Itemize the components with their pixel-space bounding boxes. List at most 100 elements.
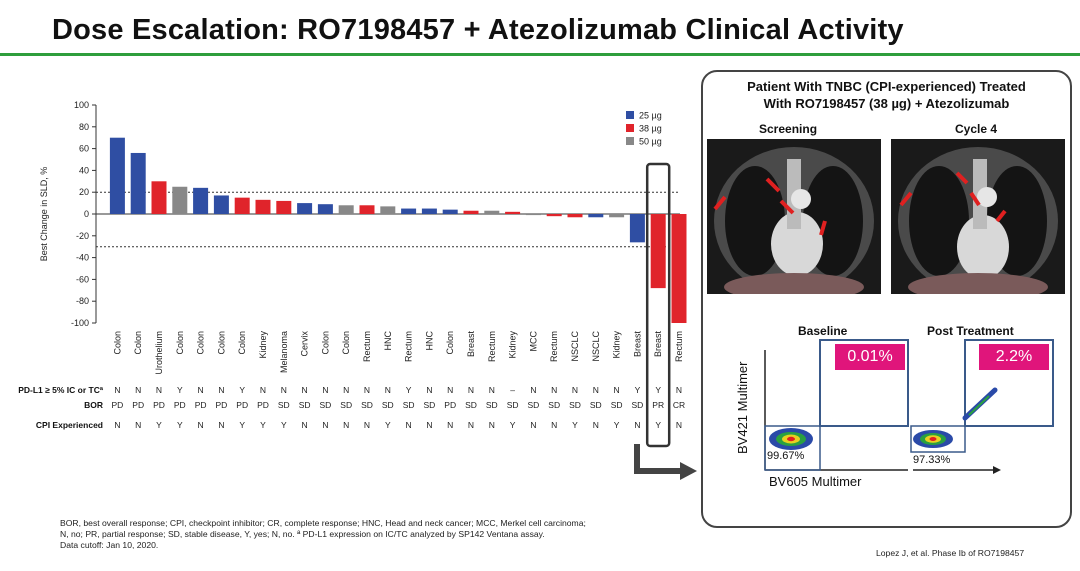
- cpi-row-cell: N: [551, 420, 557, 430]
- pdl1-row-cell: N: [135, 385, 141, 395]
- cpi-row-cell: N: [343, 420, 349, 430]
- cpi-row-cell: N: [135, 420, 141, 430]
- pdl1-row-cell: N: [426, 385, 432, 395]
- pdl1-row-cell: N: [489, 385, 495, 395]
- x-category-label: Colon: [175, 331, 185, 355]
- x-category-label: Rectum: [362, 331, 372, 362]
- y-tick-label: 0: [84, 209, 89, 219]
- x-category-label: Colon: [196, 331, 206, 355]
- x-category-label: Cervix: [300, 331, 310, 357]
- cpi-row-label: CPI Experienced: [36, 420, 103, 430]
- pdl1-row-cell: N: [593, 385, 599, 395]
- patient-case-panel: Patient With TNBC (CPI-experienced) Trea…: [701, 70, 1072, 528]
- cpi-row-cell: N: [322, 420, 328, 430]
- x-category-label: NSCLC: [591, 331, 601, 362]
- x-category-label: Colon: [237, 331, 247, 355]
- y-tick-label: 40: [79, 165, 89, 175]
- y-tick-label: -40: [76, 253, 89, 263]
- panel-title: Patient With TNBC (CPI-experienced) Trea…: [703, 78, 1070, 112]
- x-category-label: NSCLC: [570, 331, 580, 362]
- bar: [629, 214, 645, 243]
- bor-row-cell: PD: [153, 400, 165, 410]
- bor-row-cell: SD: [423, 400, 435, 410]
- legend-label: 25 µg: [639, 111, 662, 121]
- x-category-label: Breast: [632, 331, 642, 358]
- bor-row-cell: SD: [278, 400, 290, 410]
- baseline-low-percentage: 99.67%: [767, 450, 805, 462]
- pdl1-row-cell: Y: [406, 385, 412, 395]
- y-tick-label: -20: [76, 231, 89, 241]
- bar: [255, 199, 271, 214]
- bar: [609, 214, 625, 218]
- bar: [442, 209, 458, 214]
- bor-row-cell: PR: [652, 400, 664, 410]
- footnote: BOR, best overall response; CPI, checkpo…: [60, 518, 680, 551]
- x-category-label: Colon: [341, 331, 351, 355]
- y-tick-label: 80: [79, 122, 89, 132]
- bor-row-cell: PD: [236, 400, 248, 410]
- bor-row-cell: CR: [673, 400, 685, 410]
- bor-row-cell: SD: [631, 400, 643, 410]
- pdl1-row-cell: N: [343, 385, 349, 395]
- panel-title-line-2: With RO7198457 (38 µg) + Atezolizumab: [763, 96, 1010, 111]
- bor-row-cell: SD: [611, 400, 623, 410]
- x-category-label: Rectum: [674, 331, 684, 362]
- footnote-line-1: BOR, best overall response; CPI, checkpo…: [60, 518, 586, 528]
- bor-row-label: BOR: [84, 400, 103, 410]
- y-tick-label: 60: [79, 144, 89, 154]
- pdl1-row-cell: –: [510, 385, 515, 395]
- bar: [401, 208, 417, 214]
- bor-row-cell: SD: [590, 400, 602, 410]
- pdl1-row-cell: N: [530, 385, 536, 395]
- cpi-row-cell: Y: [510, 420, 516, 430]
- x-category-label: Rectum: [487, 331, 497, 362]
- pdl1-row-cell: N: [114, 385, 120, 395]
- bor-row-cell: PD: [215, 400, 227, 410]
- footnote-line-2: N, no; PR, partial response; SD, stable …: [60, 529, 545, 539]
- footnote-line-3: Data cutoff: Jan 10, 2020.: [60, 540, 159, 550]
- legend-swatch: [626, 124, 634, 132]
- bor-row-cell: PD: [132, 400, 144, 410]
- bor-row-cell: PD: [195, 400, 207, 410]
- bor-row-cell: SD: [361, 400, 373, 410]
- cpi-row-cell: N: [198, 420, 204, 430]
- bar: [650, 214, 666, 289]
- bar: [297, 203, 313, 214]
- pdl1-row-cell: N: [364, 385, 370, 395]
- bar: [193, 187, 209, 214]
- legend-label: 38 µg: [639, 124, 662, 134]
- bar: [525, 214, 541, 216]
- pdl1-row-cell: N: [198, 385, 204, 395]
- x-category-label: Colon: [133, 331, 143, 355]
- cpi-row-cell: Y: [260, 420, 266, 430]
- cpi-row-cell: Y: [177, 420, 183, 430]
- x-category-label: Colon: [320, 331, 330, 355]
- cpi-row-cell: N: [302, 420, 308, 430]
- y-tick-label: -80: [76, 296, 89, 306]
- cpi-row-cell: N: [114, 420, 120, 430]
- cpi-row-cell: Y: [281, 420, 287, 430]
- cpi-row-cell: N: [447, 420, 453, 430]
- cycle4-label: Cycle 4: [955, 122, 998, 136]
- y-tick-label: 100: [74, 100, 89, 110]
- x-category-label: Rectum: [404, 331, 414, 362]
- pdl1-row-cell: Y: [655, 385, 661, 395]
- pdl1-row-cell: N: [302, 385, 308, 395]
- cpi-row-cell: N: [530, 420, 536, 430]
- bor-row-cell: SD: [340, 400, 352, 410]
- cpi-row-cell: N: [364, 420, 370, 430]
- y-tick-label: -100: [71, 318, 89, 328]
- pdl1-row-cell: N: [676, 385, 682, 395]
- bar: [588, 214, 604, 218]
- bar: [359, 205, 375, 214]
- ct-scan-screening: [707, 139, 881, 294]
- bar: [567, 214, 583, 218]
- cpi-row-cell: Y: [385, 420, 391, 430]
- y-axis-title: Best Change in SLD, %: [39, 167, 49, 262]
- bar: [151, 181, 167, 214]
- x-category-label: Colon: [445, 331, 455, 355]
- bor-row-cell: SD: [299, 400, 311, 410]
- post-treatment-label: Post Treatment: [927, 324, 1014, 338]
- x-category-label: Breast: [466, 331, 476, 358]
- bar: [213, 195, 229, 214]
